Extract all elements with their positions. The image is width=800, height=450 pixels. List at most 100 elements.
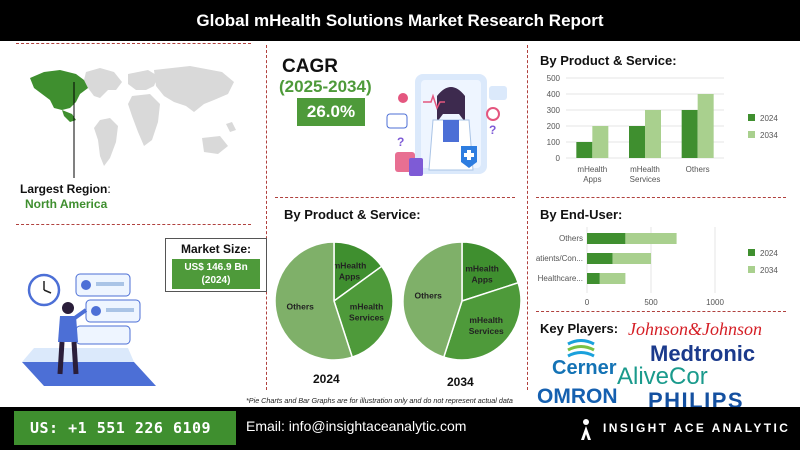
footer-email[interactable]: Email: info@insightaceanalytic.com xyxy=(246,418,467,434)
person-dashboard-illustration-icon xyxy=(22,273,156,386)
bar-2024 xyxy=(629,126,645,158)
key-players-label: Key Players: xyxy=(540,321,619,336)
footer-phone[interactable]: US: +1 551 226 6109 xyxy=(14,411,236,445)
region-value: North America xyxy=(25,197,108,211)
y-tick-label: 300 xyxy=(547,106,561,115)
bar-chart-title: By Product & Service: xyxy=(540,53,677,68)
pie-year-2024: 2024 xyxy=(313,372,340,386)
legend-label: 2024 xyxy=(760,114,778,123)
y-category-label: Others xyxy=(559,234,583,243)
region-label-text: Largest Region xyxy=(20,182,108,196)
cagr-label: CAGR xyxy=(282,56,338,77)
medtronic-logo: Medtronic xyxy=(650,341,756,366)
pie-slice-label: Apps xyxy=(471,274,493,284)
product-bar-chart: 0100200300400500mHealthAppsmHealthServic… xyxy=(547,74,779,184)
bar-2024 xyxy=(587,233,626,244)
y-tick-label: 100 xyxy=(547,138,561,147)
bar-2024 xyxy=(681,110,698,158)
johnson-johnson-logo: Johnson&Johnson xyxy=(628,319,762,339)
divider xyxy=(536,197,786,198)
cerner-logo: Cerner xyxy=(552,357,617,379)
legend-swatch xyxy=(748,266,755,273)
cagr-period: (2025-2034) xyxy=(279,77,372,96)
legend-label: 2024 xyxy=(760,249,778,258)
legend-label: 2034 xyxy=(760,266,778,275)
bar-2024 xyxy=(576,142,593,158)
y-tick-label: 400 xyxy=(547,90,561,99)
pie-slice xyxy=(461,241,520,303)
x-category-label: Services xyxy=(630,175,661,184)
market-size-value-line2: (2024) xyxy=(201,275,231,286)
enduser-chart-title: By End-User: xyxy=(540,207,623,222)
bar-2034 xyxy=(612,253,651,264)
pie-slice xyxy=(333,265,394,359)
x-category-label: mHealth xyxy=(630,165,660,174)
legend-swatch xyxy=(748,249,755,256)
omron-logo: OMRON xyxy=(537,385,618,408)
x-tick-label: 1000 xyxy=(706,298,724,307)
cagr-value: 26.0% xyxy=(297,98,365,126)
pie-slice-label: Others xyxy=(286,301,314,311)
pie-slice-label: mHealth xyxy=(333,261,367,271)
pie-section-title: By Product & Service: xyxy=(284,207,421,222)
bar-2034 xyxy=(645,110,661,158)
pie-slice-label: mHealth xyxy=(465,263,499,273)
footer-phone-text: US: +1 551 226 6109 xyxy=(30,419,212,437)
y-tick-label: 200 xyxy=(547,122,561,131)
y-category-label: Patients/Con... xyxy=(536,254,583,263)
pie-slice-label: mHealth xyxy=(350,302,384,312)
cerner-mark-icon xyxy=(567,339,595,358)
alivecor-logo: AliveCor xyxy=(617,363,708,390)
title-bar: Global mHealth Solutions Market Research… xyxy=(0,0,800,41)
pie-slice-label: mHealth xyxy=(469,315,503,325)
market-size-box: Market Size: US$ 146.9 Bn (2024) xyxy=(165,238,267,292)
x-category-label: Apps xyxy=(583,175,601,184)
bar-2024 xyxy=(587,273,600,284)
divider xyxy=(266,45,267,390)
bar-2034 xyxy=(697,94,714,158)
y-tick-label: 500 xyxy=(547,74,561,83)
y-category-label: Healthcare... xyxy=(538,274,583,283)
divider xyxy=(275,197,515,198)
pie-slice xyxy=(274,241,354,361)
insightace-logo-icon xyxy=(581,419,591,440)
market-size-value-line1: US$ 146.9 Bn xyxy=(184,262,248,273)
pie-slice xyxy=(402,241,463,359)
x-category-label: mHealth xyxy=(577,165,607,174)
pie-slice-label: Apps xyxy=(339,272,361,282)
region-label: Largest Region: xyxy=(20,182,111,196)
page-title: Global mHealth Solutions Market Research… xyxy=(196,10,604,30)
world-map-icon xyxy=(30,66,236,178)
svg-text:?: ? xyxy=(397,135,404,149)
pie-year-2034: 2034 xyxy=(447,375,474,389)
divider xyxy=(16,224,251,225)
divider xyxy=(536,311,786,312)
market-size-label: Market Size: xyxy=(180,242,252,256)
pie-slice xyxy=(442,281,522,361)
divider xyxy=(527,45,528,390)
bar-2034 xyxy=(625,233,677,244)
legend-label: 2034 xyxy=(760,131,778,140)
enduser-bar-chart: 0 500 1000 Others Patients/Con... Healthcare.… xyxy=(536,227,778,307)
y-tick-label: 0 xyxy=(556,154,561,163)
bar-2034 xyxy=(599,273,626,284)
x-tick-label: 500 xyxy=(644,298,658,307)
pie-slice xyxy=(333,241,383,303)
doctor-illustration-icon: ? ? xyxy=(386,74,507,176)
bar-2034 xyxy=(592,126,609,158)
svg-text:?: ? xyxy=(489,123,496,137)
x-category-label: Others xyxy=(686,165,710,174)
legend-swatch xyxy=(748,131,755,138)
pie-slice-label: Services xyxy=(469,326,504,336)
bar-2024 xyxy=(587,253,613,264)
pie-slice-label: Others xyxy=(414,291,442,301)
x-tick-label: 0 xyxy=(585,298,590,307)
region-colon: : xyxy=(107,182,111,196)
footer-brand: INSIGHT ACE ANALYTIC xyxy=(603,421,791,435)
disclaimer: *Pie Charts and Bar Graphs are for illus… xyxy=(246,396,513,405)
pie-slice-label: Services xyxy=(349,313,384,323)
market-size-value: US$ 146.9 Bn (2024) xyxy=(172,259,260,289)
legend-swatch xyxy=(748,114,755,121)
